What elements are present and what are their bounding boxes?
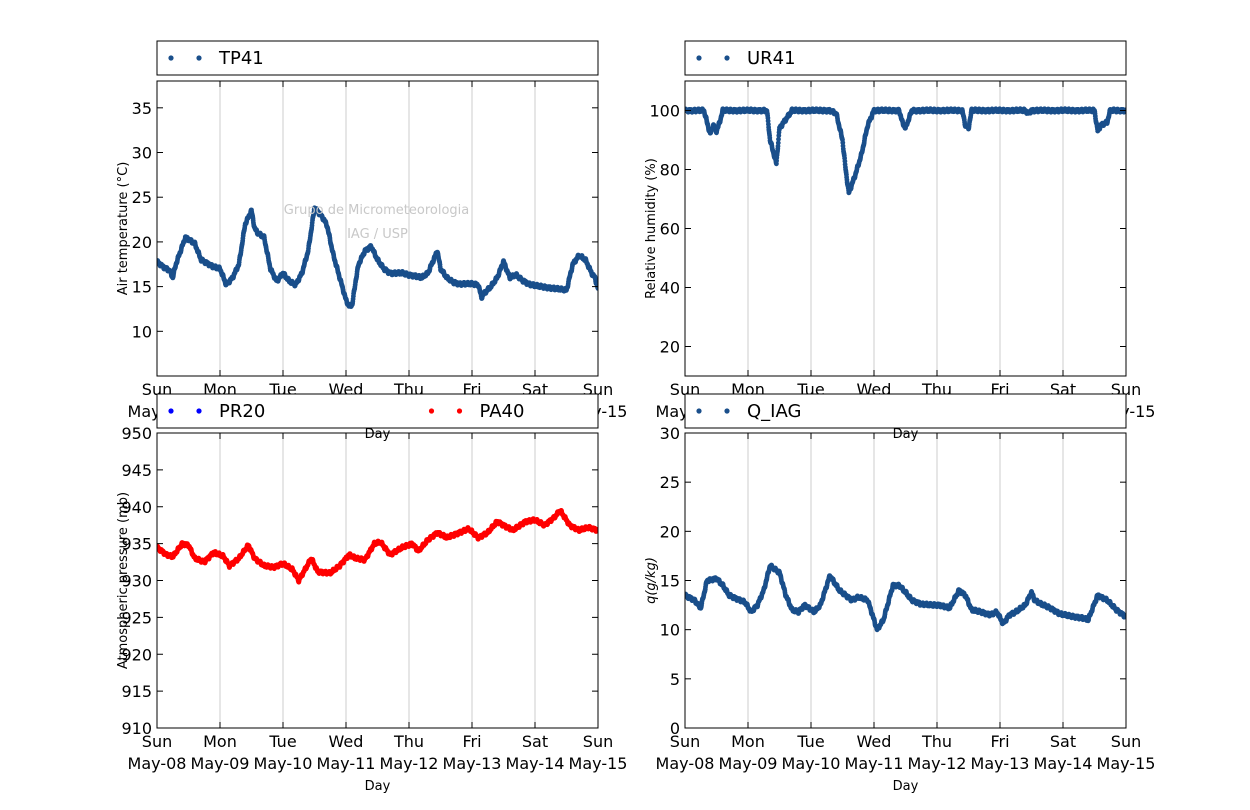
y-tick-label: 10 <box>132 322 152 341</box>
data-marks <box>157 508 598 585</box>
legend-entry: UR41 <box>747 48 796 69</box>
x-gridlines <box>219 433 536 728</box>
legend-marker <box>724 55 730 61</box>
legend: UR41 <box>684 40 1127 76</box>
data-point <box>776 136 781 142</box>
y-tick-label: 20 <box>132 233 152 252</box>
legend: TP41 <box>156 40 599 76</box>
legend-box <box>156 40 599 76</box>
series-TP41 <box>157 205 598 309</box>
x-axis-label: Day <box>893 427 919 442</box>
legend-entry: TP41 <box>218 48 264 69</box>
y-axis-label: Relative humidity (%) <box>644 158 659 299</box>
chart-panel-bottom-left: 910915920925930935940945950SunMay-08MonM… <box>116 393 627 794</box>
plot-frame <box>156 80 599 377</box>
legend-marker <box>168 55 174 61</box>
y-tick-label: 60 <box>660 220 680 239</box>
series-UR41 <box>685 106 1126 196</box>
y-tick-label: 20 <box>660 338 680 357</box>
series-PA40 <box>157 508 598 585</box>
legend-box <box>684 40 1127 76</box>
data-point <box>595 286 598 291</box>
data-marks <box>157 205 598 309</box>
y-tick-label: 80 <box>660 161 680 180</box>
y-tick-label: 15 <box>132 278 152 297</box>
x-axis-label: Day <box>365 427 391 442</box>
y-axis-label: Air temperature (°C) <box>116 162 131 296</box>
y-tick-label: 25 <box>132 188 152 207</box>
data-marks <box>685 106 1126 196</box>
chart-panel-top-right: 20406080100SunMay-08MonMay-09TueMay-10We… <box>644 40 1155 442</box>
legend-marker <box>696 55 702 61</box>
legend-marker <box>196 55 202 61</box>
data-point <box>775 140 781 146</box>
y-tick-label: 40 <box>660 279 680 298</box>
y-tick-label: 35 <box>132 99 152 118</box>
x-gridlines <box>219 81 536 376</box>
y-tick-label: 100 <box>649 102 680 121</box>
x-gridlines <box>747 81 1064 376</box>
y-tick-label: 30 <box>132 144 152 163</box>
